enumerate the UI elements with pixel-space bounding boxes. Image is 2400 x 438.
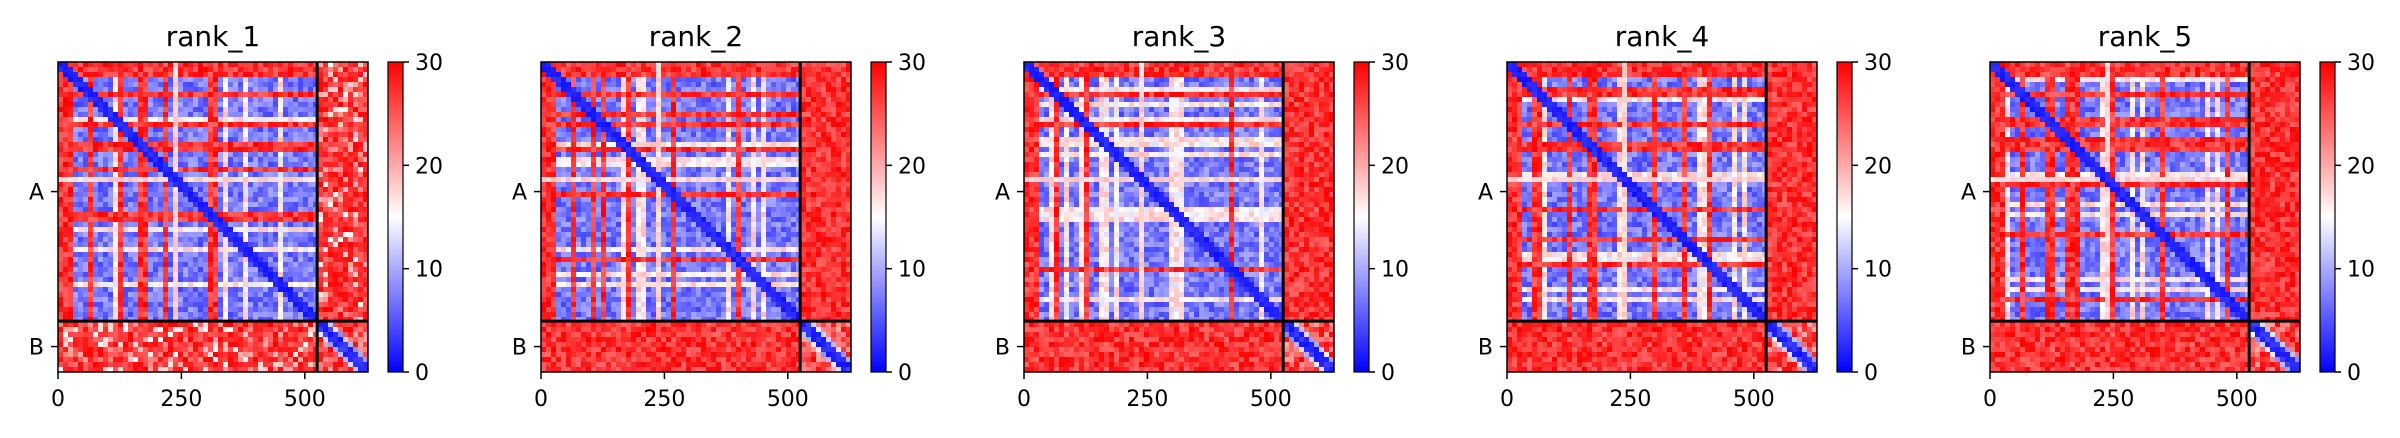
colorbar-tick-label: 30 (1381, 51, 1409, 76)
heatmap-cells (1990, 62, 2301, 373)
colorbar (870, 61, 887, 373)
heatmap-cells (58, 62, 369, 373)
panel-2: rank_2 0 250 500 A B 0 10 20 30 (512, 20, 926, 412)
y-tick-label: B (512, 336, 527, 361)
x-tick-label: 0 (1017, 387, 1031, 412)
heatmap-cells (541, 62, 852, 373)
x-tick-label: 0 (1500, 387, 1514, 412)
colorbar (387, 61, 404, 373)
colorbar-tick-label: 0 (2347, 361, 2361, 386)
colorbar-tick-label: 30 (2347, 51, 2375, 76)
chart-title: rank_1 (166, 20, 260, 53)
colorbar-tick-label: 30 (1864, 51, 1892, 76)
x-tick-label: 500 (767, 387, 809, 412)
heatmap-cells (1507, 62, 1818, 373)
x-tick-label: 0 (1983, 387, 1997, 412)
x-tick-label: 0 (534, 387, 548, 412)
colorbar-tick-label: 20 (2347, 154, 2375, 179)
colorbar (1353, 61, 1370, 373)
y-tick-label: A (995, 181, 1010, 206)
y-tick-label: B (1961, 336, 1976, 361)
colorbar-tick-label: 20 (898, 154, 926, 179)
colorbar-tick-label: 20 (1864, 154, 1892, 179)
colorbar-tick-label: 10 (1381, 258, 1409, 283)
x-tick-label: 250 (160, 387, 202, 412)
panel-5: rank_5 0 250 500 A B 0 10 20 30 (1961, 20, 2375, 412)
panel-1: rank_1 0 250 500 A B 0 10 20 30 (29, 20, 443, 412)
colorbar-tick-label: 10 (1864, 258, 1892, 283)
colorbar-tick-label: 20 (415, 154, 443, 179)
heatmap-cells (1024, 62, 1335, 373)
x-tick-label: 250 (643, 387, 685, 412)
colorbar-tick-label: 10 (2347, 258, 2375, 283)
y-tick-label: B (29, 336, 44, 361)
chart-title: rank_4 (1615, 20, 1709, 53)
y-tick-label: B (995, 336, 1010, 361)
x-tick-label: 500 (2216, 387, 2258, 412)
colorbar (2319, 61, 2336, 373)
y-tick-label: A (1961, 181, 1976, 206)
colorbar-tick-label: 0 (898, 361, 912, 386)
y-tick-label: B (1478, 336, 1493, 361)
colorbar-tick-label: 30 (898, 51, 926, 76)
panel-4: rank_4 0 250 500 A B 0 10 20 30 (1478, 20, 1892, 412)
axes-frame (1989, 61, 2301, 373)
x-tick-label: 250 (2092, 387, 2134, 412)
x-tick-label: 250 (1126, 387, 1168, 412)
colorbar-tick-label: 0 (1381, 361, 1395, 386)
y-tick-label: A (1478, 181, 1493, 206)
panel-3: rank_3 0 250 500 A B 0 10 20 30 (995, 20, 1409, 412)
axes-frame (540, 61, 852, 373)
y-tick-label: A (29, 181, 44, 206)
axes-frame (1023, 61, 1335, 373)
colorbar-tick-label: 0 (415, 361, 429, 386)
y-tick-label: A (512, 181, 527, 206)
x-tick-label: 0 (51, 387, 65, 412)
x-tick-label: 500 (284, 387, 326, 412)
axes-frame (1506, 61, 1818, 373)
axes-frame (57, 61, 369, 373)
x-tick-label: 250 (1609, 387, 1651, 412)
x-tick-label: 500 (1250, 387, 1292, 412)
x-tick-label: 500 (1733, 387, 1775, 412)
colorbar (1836, 61, 1853, 373)
colorbar-tick-label: 0 (1864, 361, 1878, 386)
chart-title: rank_5 (2098, 20, 2192, 53)
colorbar-tick-label: 10 (898, 258, 926, 283)
colorbar-tick-label: 30 (415, 51, 443, 76)
chart-title: rank_3 (1132, 20, 1226, 53)
colorbar-tick-label: 10 (415, 258, 443, 283)
chart-title: rank_2 (649, 20, 743, 53)
colorbar-tick-label: 20 (1381, 154, 1409, 179)
